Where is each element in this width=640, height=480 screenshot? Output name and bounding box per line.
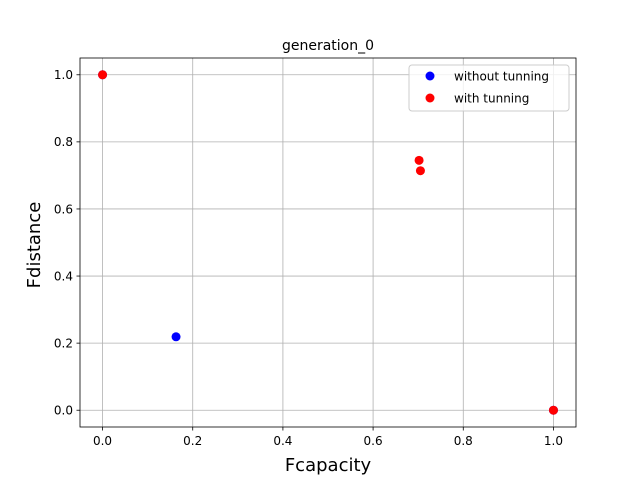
y-tick-label: 0.0 [54, 404, 73, 418]
point-with-tunning [98, 70, 108, 80]
x-tick-label: 0.8 [454, 434, 473, 448]
legend-box [408, 64, 570, 112]
chart-title: generation_0 [282, 38, 374, 54]
x-tick-label: 0.4 [273, 434, 292, 448]
x-axis-label: Fcapacity [285, 455, 372, 476]
x-tick-label: 0.6 [364, 434, 383, 448]
plot-frame [79, 57, 577, 428]
x-tick-label: 0.0 [93, 434, 112, 448]
point-without-tunning [171, 332, 181, 342]
point-with-tunning [414, 155, 424, 165]
legend-marker-without-tunning [425, 71, 435, 81]
y-tick-label: 1.0 [54, 68, 73, 82]
x-tick-label: 1.0 [544, 434, 563, 448]
x-axis-ticks: 0.0 0.2 0.4 0.6 0.8 1.0 [93, 427, 563, 448]
y-tick-label: 0.8 [54, 135, 73, 149]
y-tick-label: 0.4 [54, 269, 73, 283]
legend-label-with-tunning: with tunning [454, 92, 529, 106]
legend-label-without-tunning: without tunning [454, 70, 549, 84]
point-with-tunning [415, 166, 425, 176]
y-tick-label: 0.2 [54, 336, 73, 350]
point-with-tunning [548, 405, 558, 415]
legend: without tunning with tunning [408, 64, 570, 112]
y-tick-label: 0.6 [54, 202, 73, 216]
data-points [98, 70, 558, 415]
legend-marker-with-tunning [425, 93, 435, 103]
x-tick-label: 0.2 [183, 434, 202, 448]
y-axis-label: Fdistance [24, 202, 45, 289]
grid-lines [80, 58, 576, 427]
y-axis-ticks: 0.0 0.2 0.4 0.6 0.8 1.0 [54, 68, 80, 418]
